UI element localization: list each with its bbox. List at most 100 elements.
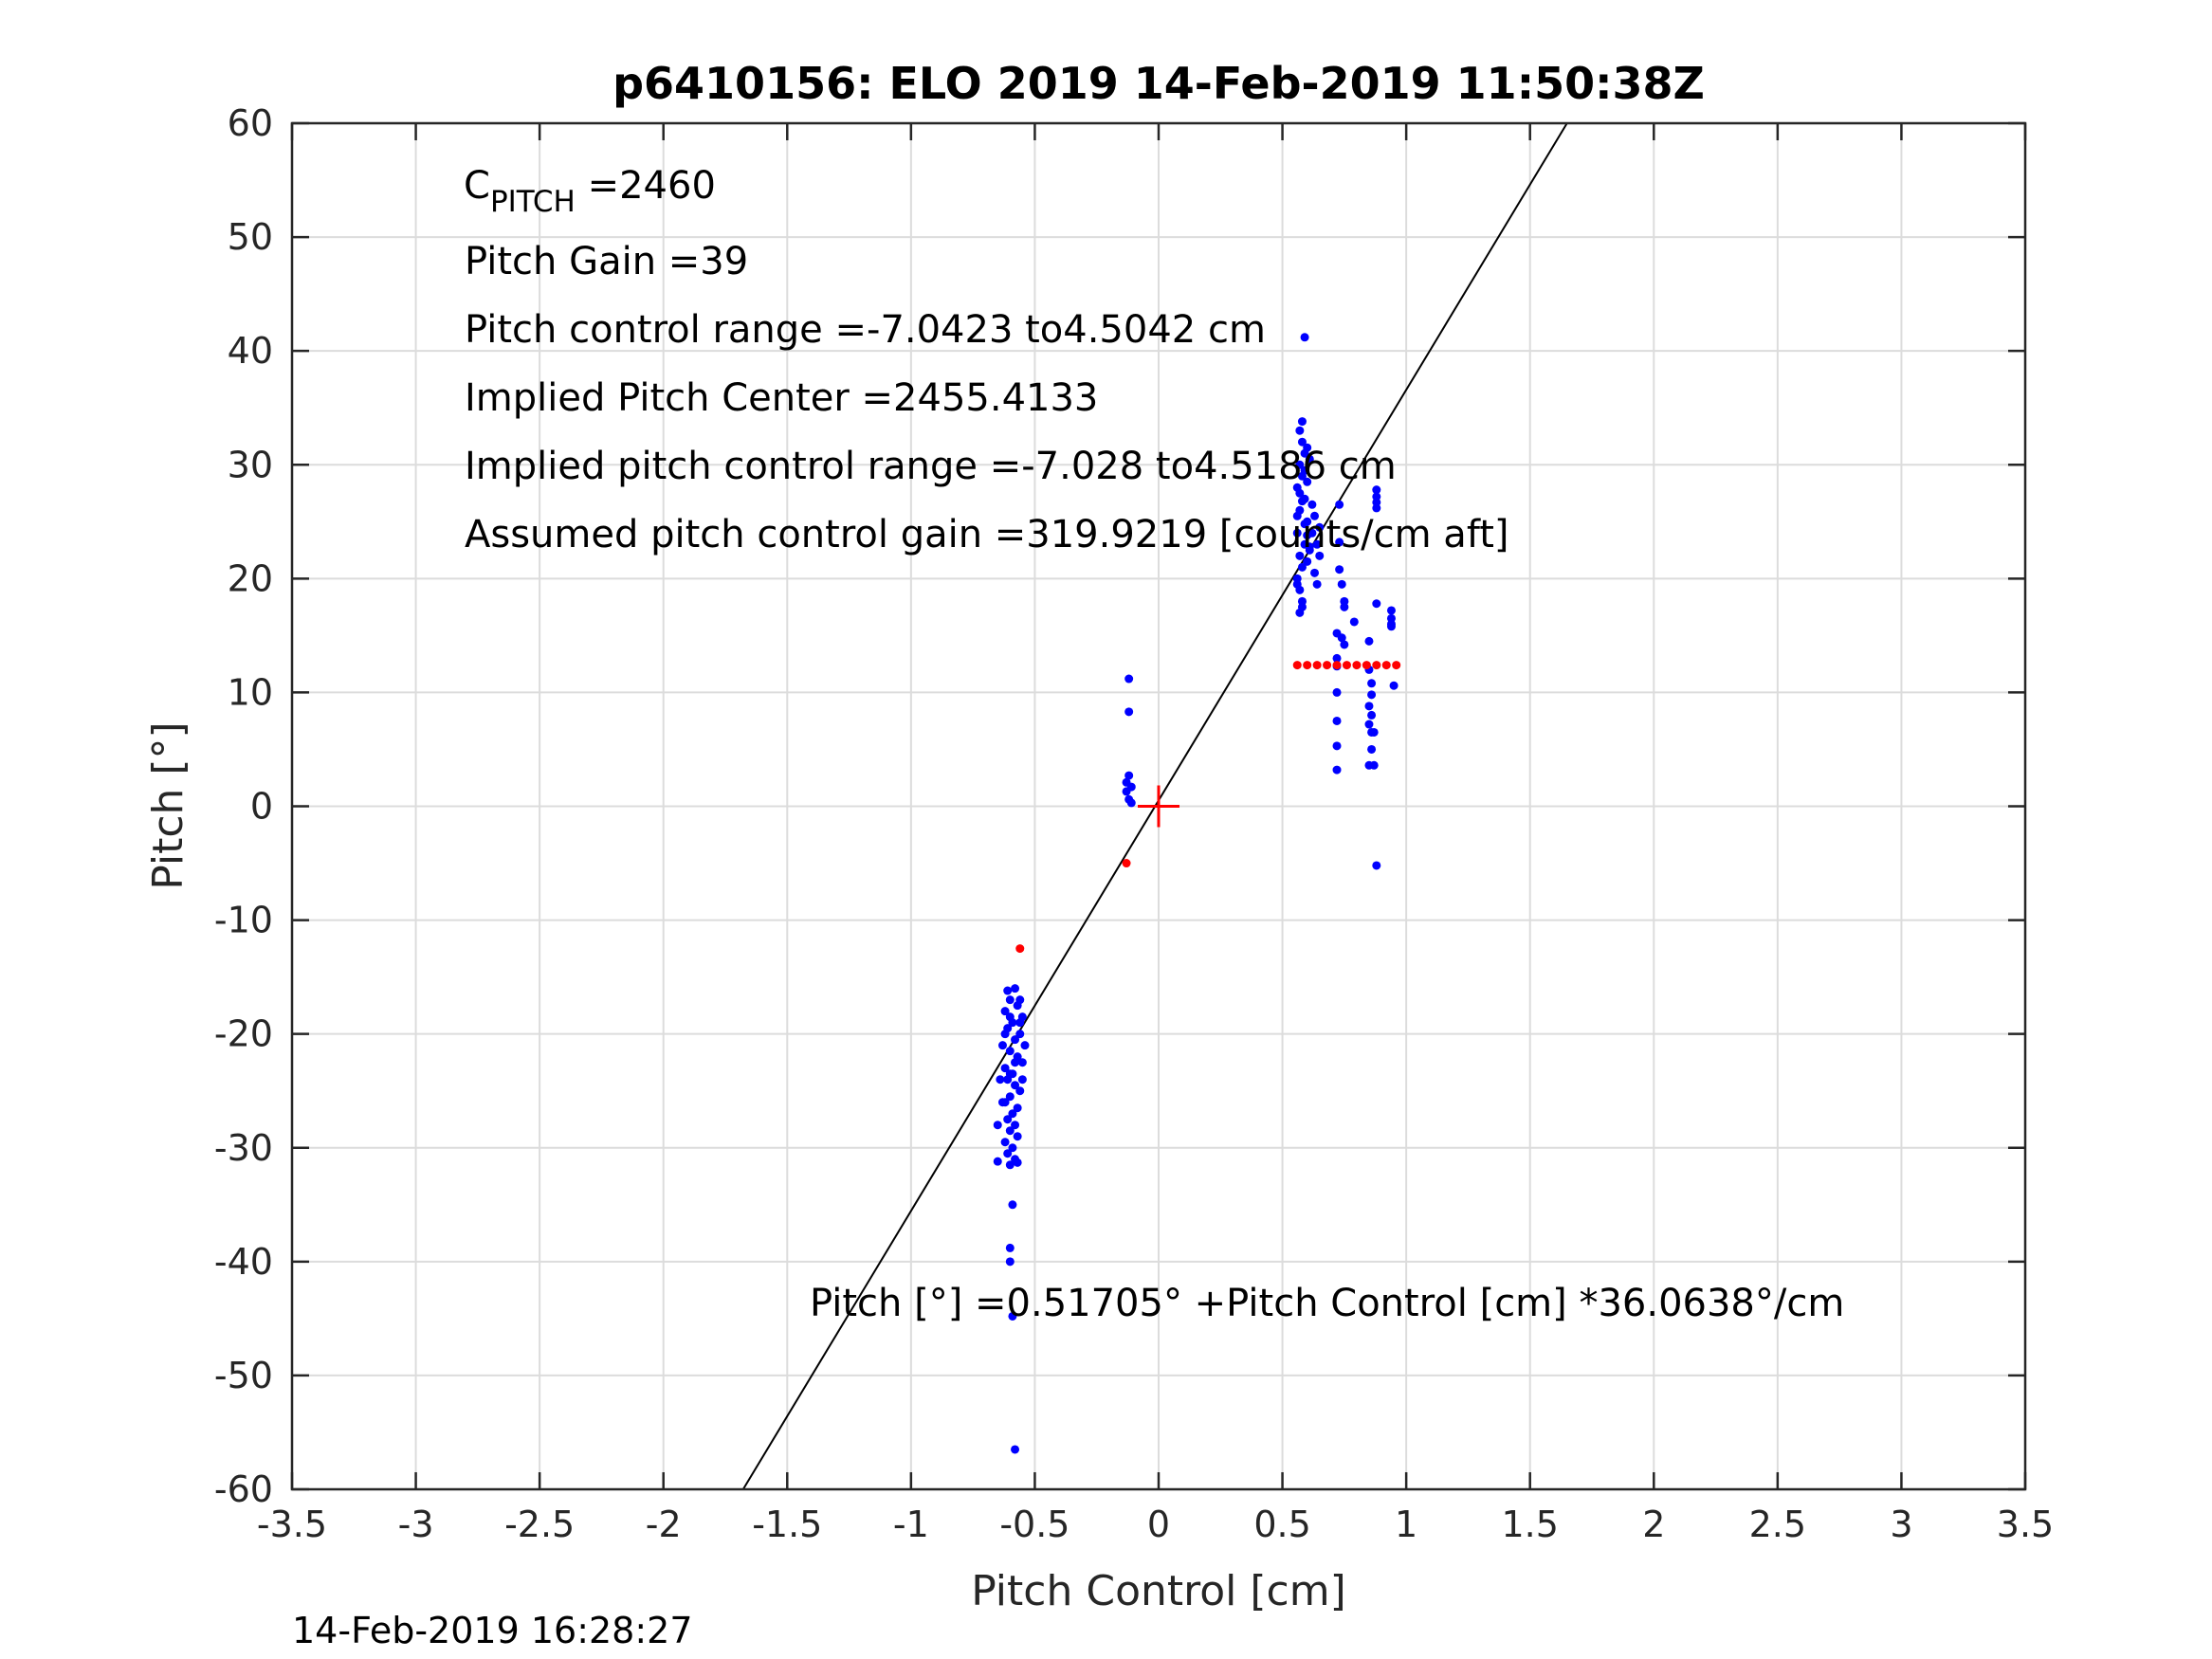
blue-data-point: [1364, 720, 1374, 729]
blue-data-point: [1303, 531, 1312, 540]
chart-title: p6410156: ELO 2019 14-Feb-2019 11:50:38Z: [612, 58, 1705, 109]
x-tick-label: 2: [1642, 1504, 1665, 1545]
red-data-point: [1332, 661, 1342, 670]
blue-data-point: [1364, 702, 1374, 711]
blue-data-point: [993, 1121, 1002, 1130]
red-data-point: [1352, 661, 1362, 670]
blue-data-point: [996, 1075, 1005, 1085]
blue-data-point: [1011, 1035, 1020, 1045]
blue-data-point: [1013, 1132, 1022, 1141]
blue-series: [993, 333, 1398, 1454]
red-data-point: [1303, 661, 1312, 670]
y-tick-label: -40: [214, 1241, 273, 1283]
blue-data-point: [1297, 437, 1307, 447]
blue-data-point: [1005, 1160, 1015, 1170]
blue-data-point: [1300, 520, 1309, 529]
blue-data-point: [1337, 579, 1346, 589]
blue-data-point: [1335, 500, 1344, 509]
blue-data-point: [1295, 551, 1305, 560]
x-tick-label: -2: [646, 1504, 682, 1545]
blue-data-point: [1312, 579, 1322, 589]
blue-data-point: [997, 1041, 1007, 1050]
blue-data-point: [1003, 1149, 1013, 1158]
blue-data-point: [1389, 681, 1398, 690]
annotation-implied-pitch-center: Implied Pitch Center =2455.4133: [465, 376, 1098, 420]
blue-data-point: [1008, 1143, 1017, 1153]
blue-data-point: [1124, 674, 1134, 684]
blue-data-point: [1122, 787, 1131, 796]
blue-data-point: [1310, 511, 1320, 520]
x-tick-labels: -3.5 -3 -2.5 -2 -1.5 -1 -0.5 0 0.5 1 1.5 2 2.5 3 3.5: [257, 1504, 2054, 1545]
blue-data-point: [1005, 1092, 1015, 1102]
blue-data-point: [1300, 465, 1309, 475]
y-tick-label: 40: [228, 330, 273, 372]
blue-data-point: [1295, 426, 1305, 435]
red-data-point: [1362, 661, 1371, 670]
blue-data-point: [1386, 606, 1396, 615]
blue-data-point: [1303, 477, 1312, 486]
blue-data-point: [1008, 1200, 1017, 1210]
blue-data-point: [1367, 744, 1377, 754]
annotation-pitch-control-range: Pitch control range =-7.0423 to4.5042 cm: [465, 308, 1266, 352]
blue-data-point: [1372, 599, 1381, 609]
blue-data-point: [1315, 551, 1325, 560]
annotation-pitch-gain: Pitch Gain =39: [465, 240, 748, 283]
blue-data-point: [1332, 765, 1342, 775]
blue-data-point: [1364, 636, 1374, 646]
blue-data-point: [1337, 633, 1346, 643]
blue-data-point: [1340, 602, 1349, 611]
blue-data-point: [1372, 503, 1381, 513]
blue-data-point: [1005, 1257, 1015, 1267]
blue-data-point: [1020, 1041, 1030, 1050]
blue-data-point: [1000, 1064, 1010, 1073]
x-tick-label: -2.5: [504, 1504, 575, 1545]
blue-data-point: [1369, 727, 1379, 737]
blue-data-point: [1372, 485, 1381, 495]
blue-data-point: [1005, 1047, 1015, 1056]
y-tick-label: -50: [214, 1355, 273, 1396]
blue-data-point: [1011, 1058, 1020, 1067]
blue-data-point: [1017, 1058, 1027, 1067]
blue-data-point: [1015, 1030, 1025, 1039]
blue-data-point: [1126, 798, 1136, 808]
blue-data-point: [1000, 1138, 1010, 1147]
blue-data-point: [1315, 522, 1325, 532]
y-tick-labels: -60 -50 -40 -30 -20 -10 0 10 20 30 40 50 60: [214, 102, 273, 1510]
blue-data-point: [1005, 1243, 1015, 1252]
blue-data-point: [1335, 538, 1344, 547]
x-tick-label: -3: [398, 1504, 434, 1545]
x-tick-label: -3.5: [257, 1504, 327, 1545]
blue-data-point: [1295, 608, 1305, 617]
blue-data-point: [1292, 511, 1302, 520]
blue-data-point: [1305, 454, 1314, 464]
y-tick-label: 10: [228, 671, 273, 713]
y-axis-label: Pitch [°]: [144, 721, 192, 889]
blue-data-point: [1332, 687, 1342, 697]
blue-data-point: [1295, 488, 1305, 498]
x-tick-label: 3.5: [1997, 1504, 2054, 1545]
annotation-cpitch-sub: PITCH: [490, 185, 576, 219]
blue-data-point: [1005, 995, 1015, 1005]
blue-data-point: [1011, 1121, 1020, 1130]
annotation-cpitch-rest: =2460: [576, 164, 716, 208]
x-axis-label: Pitch Control [cm]: [971, 1567, 1346, 1615]
y-tick-label: 0: [250, 786, 273, 828]
annotation-implied-control-range: Implied pitch control range =-7.028 to4.…: [465, 445, 1397, 488]
blue-data-point: [1305, 542, 1314, 552]
grid: [291, 122, 2026, 1490]
blue-data-point: [1005, 1069, 1015, 1079]
blue-data-point: [1015, 1018, 1025, 1028]
y-tick-label: -20: [214, 1013, 273, 1055]
blue-data-point: [1015, 1086, 1025, 1096]
fit-equation: Pitch [°] =0.51705° +Pitch Control [cm] …: [810, 1282, 1844, 1325]
blue-data-point: [1367, 679, 1377, 688]
blue-data-point: [1000, 1007, 1010, 1016]
y-tick-label: -60: [214, 1468, 273, 1510]
x-tick-label: -1.5: [752, 1504, 822, 1545]
red-data-point: [1323, 661, 1332, 670]
blue-data-point: [1015, 995, 1025, 1005]
blue-data-point: [1011, 1445, 1020, 1454]
red-data-point: [1015, 944, 1025, 954]
blue-data-point: [1017, 1075, 1027, 1085]
